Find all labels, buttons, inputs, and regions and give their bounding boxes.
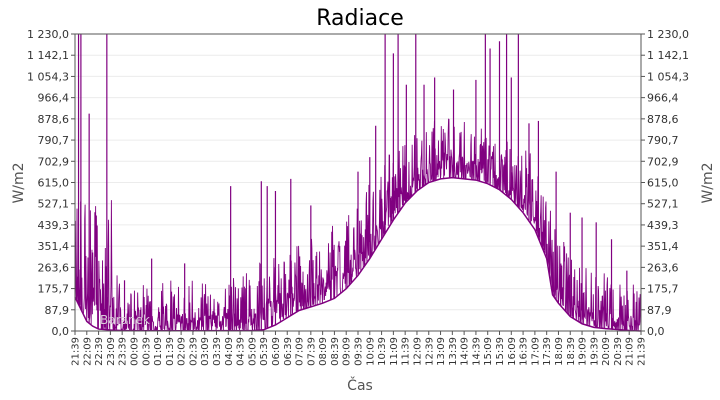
x-tick-label: 23:39 bbox=[118, 337, 129, 366]
y-tick-label: 1 230,0 bbox=[27, 28, 69, 41]
x-tick-label: 06:39 bbox=[283, 337, 294, 366]
y-tick-label: 878,6 bbox=[647, 113, 679, 126]
y-tick-label: 1 054,3 bbox=[647, 70, 689, 83]
y-tick-label: 790,7 bbox=[647, 134, 679, 147]
x-tick-label: 08:39 bbox=[330, 337, 341, 366]
x-tick-label: 12:39 bbox=[424, 337, 435, 366]
x-tick-label: 03:09 bbox=[200, 337, 211, 366]
y-tick-label: 175,7 bbox=[38, 283, 70, 296]
plot-area: Baranek bbox=[74, 33, 642, 333]
x-tick-label: 21:39 bbox=[637, 337, 648, 366]
x-tick-label: 14:09 bbox=[460, 337, 471, 366]
y-tick-label: 175,7 bbox=[647, 283, 679, 296]
y-tick-label: 1 142,1 bbox=[647, 49, 689, 62]
y-tick-label: 0,0 bbox=[52, 325, 70, 338]
x-axis-label: Čas bbox=[347, 376, 373, 394]
x-tick-label: 00:39 bbox=[141, 337, 152, 366]
x-tick-label: 13:39 bbox=[448, 337, 459, 366]
x-tick-label: 17:39 bbox=[542, 337, 553, 366]
y-tick-label: 87,9 bbox=[45, 304, 70, 317]
y-tick-label: 615,0 bbox=[647, 177, 679, 190]
y-tick-label: 702,9 bbox=[647, 155, 679, 168]
x-tick-label: 07:39 bbox=[306, 337, 317, 366]
x-tick-label: 19:09 bbox=[578, 337, 589, 366]
x-tick-label: 14:39 bbox=[471, 337, 482, 366]
y-tick-label: 0,0 bbox=[647, 325, 665, 338]
x-axis: 21:39 22:09 22:39 23:09 23:39 00:09 00:39 01:09… bbox=[71, 331, 648, 366]
x-tick-label: 12:09 bbox=[412, 337, 423, 366]
y-tick-label: 1 142,1 bbox=[27, 49, 69, 62]
x-tick-label: 23:09 bbox=[106, 337, 117, 366]
y-tick-label: 351,4 bbox=[647, 240, 679, 253]
y-tick-label: 87,9 bbox=[647, 304, 672, 317]
y-tick-label: 527,1 bbox=[38, 198, 70, 211]
x-tick-label: 11:09 bbox=[389, 337, 400, 366]
x-tick-label: 06:09 bbox=[271, 337, 282, 366]
x-tick-label: 00:09 bbox=[129, 337, 140, 366]
y-tick-label: 615,0 bbox=[38, 177, 70, 190]
y-tick-label: 966,4 bbox=[647, 92, 679, 105]
x-tick-label: 17:09 bbox=[530, 337, 541, 366]
y-tick-label: 263,6 bbox=[647, 261, 679, 274]
x-tick-label: 08:09 bbox=[318, 337, 329, 366]
x-tick-label: 22:39 bbox=[94, 337, 105, 366]
y-tick-label: 263,6 bbox=[38, 261, 70, 274]
y-tick-label: 878,6 bbox=[38, 113, 70, 126]
x-tick-label: 10:39 bbox=[377, 337, 388, 366]
x-tick-label: 20:39 bbox=[613, 337, 624, 366]
series-lines bbox=[74, 34, 642, 333]
x-tick-label: 01:39 bbox=[165, 337, 176, 366]
x-tick-label: 05:39 bbox=[259, 337, 270, 366]
y-tick-label: 790,7 bbox=[38, 134, 70, 147]
x-tick-label: 10:09 bbox=[365, 337, 376, 366]
x-tick-label: 03:39 bbox=[212, 337, 223, 366]
x-tick-label: 13:09 bbox=[436, 337, 447, 366]
x-tick-label: 18:09 bbox=[554, 337, 565, 366]
y-axis-left-label: W/m2 bbox=[11, 162, 27, 203]
x-tick-label: 21:39 bbox=[71, 337, 82, 366]
x-tick-label: 18:39 bbox=[566, 337, 577, 366]
x-tick-label: 09:09 bbox=[342, 337, 353, 366]
y-tick-label: 351,4 bbox=[38, 240, 70, 253]
y-tick-label: 702,9 bbox=[38, 155, 70, 168]
y-tick-label: 439,3 bbox=[647, 219, 679, 232]
x-tick-label: 16:09 bbox=[507, 337, 518, 366]
y-tick-label: 1 230,0 bbox=[647, 28, 689, 41]
y-tick-label: 1 054,3 bbox=[27, 70, 69, 83]
watermark-text: Baranek bbox=[100, 313, 150, 327]
x-tick-label: 19:39 bbox=[589, 337, 600, 366]
x-tick-label: 11:39 bbox=[401, 337, 412, 366]
x-tick-label: 04:39 bbox=[236, 337, 247, 366]
y-tick-label: 439,3 bbox=[38, 219, 70, 232]
x-tick-label: 21:09 bbox=[625, 337, 636, 366]
y-axis-right-label: W/m2 bbox=[700, 162, 716, 203]
x-tick-label: 07:09 bbox=[295, 337, 306, 366]
x-tick-label: 04:09 bbox=[224, 337, 235, 366]
x-tick-label: 16:39 bbox=[519, 337, 530, 366]
x-tick-label: 22:09 bbox=[82, 337, 93, 366]
x-tick-label: 15:39 bbox=[495, 337, 506, 366]
watermark-layer: Baranek bbox=[100, 313, 150, 327]
y-axis-left: 0,0 87,9 175,7 263,6 351,4 439,3 527,1 615,0 702… bbox=[27, 28, 75, 338]
x-tick-label: 01:09 bbox=[153, 337, 164, 366]
y-tick-label: 527,1 bbox=[647, 198, 679, 211]
y-tick-label: 966,4 bbox=[38, 92, 70, 105]
chart-title: Radiace bbox=[316, 6, 403, 31]
x-tick-label: 20:09 bbox=[601, 337, 612, 366]
x-tick-label: 05:09 bbox=[247, 337, 258, 366]
x-tick-label: 02:39 bbox=[188, 337, 199, 366]
x-tick-label: 09:39 bbox=[354, 337, 365, 366]
x-tick-label: 15:09 bbox=[483, 337, 494, 366]
x-tick-label: 02:09 bbox=[177, 337, 188, 366]
y-axis-right: 0,0 87,9 175,7 263,6 351,4 439,3 527,1 615,0 702… bbox=[641, 28, 689, 338]
